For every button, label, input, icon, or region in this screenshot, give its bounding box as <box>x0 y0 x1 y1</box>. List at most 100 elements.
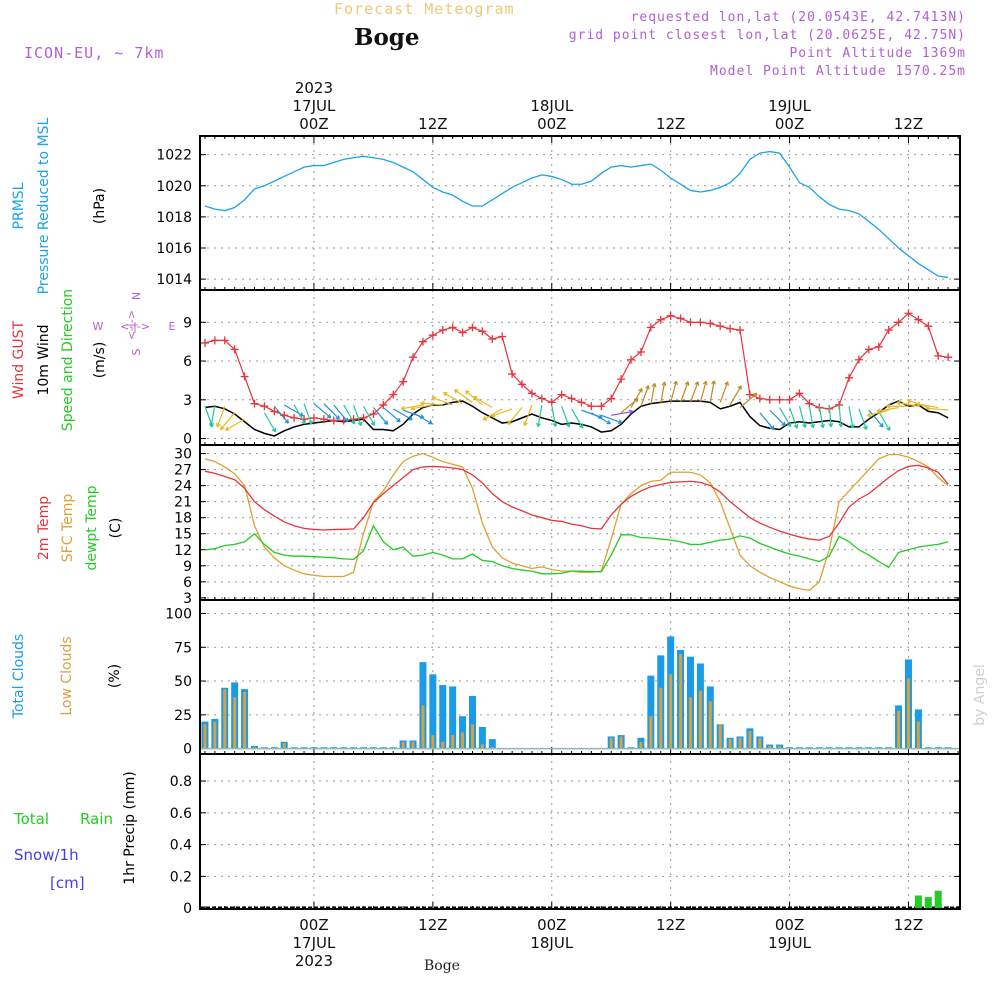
gust-marker <box>785 395 794 404</box>
low-cloud-bar <box>659 687 663 749</box>
gust-marker <box>686 318 695 327</box>
wind-direction-arrow <box>551 404 558 427</box>
gust-marker <box>240 372 249 381</box>
temp-axis-label: (C) <box>108 518 124 539</box>
gust-marker <box>894 318 903 327</box>
total-cloud-bar <box>647 675 655 749</box>
wind-direction-arrow <box>670 380 678 403</box>
pressure-line <box>204 150 949 279</box>
low-cloud-bar <box>441 741 445 749</box>
gust-marker <box>409 353 418 362</box>
wind-direction-arrow <box>343 404 356 425</box>
gust-marker <box>736 326 745 335</box>
gust-marker <box>418 337 427 346</box>
gust-marker <box>716 322 725 331</box>
clouds-axis-label: Total Clouds <box>11 634 27 719</box>
gust-marker <box>587 402 596 411</box>
wind-direction-arrow <box>808 406 816 429</box>
wind-direction-arrow <box>561 406 571 428</box>
gust-marker <box>636 348 645 356</box>
gust-marker <box>478 327 487 336</box>
gust-marker <box>874 342 883 351</box>
gust-marker <box>518 380 527 389</box>
y-tick-label: 9 <box>183 315 192 331</box>
low-cloud-bar <box>431 735 435 749</box>
gust-marker <box>369 410 378 418</box>
low-cloud-bar <box>243 691 247 749</box>
wind-direction-arrow <box>591 412 611 425</box>
precip-legend-rain: Rain <box>80 810 113 828</box>
low-cloud-bar <box>421 705 425 749</box>
wind-axis-label: Speed and Direction <box>60 289 76 431</box>
compass-east: E <box>169 320 176 333</box>
time-label-bottom: 00Z <box>299 916 328 934</box>
compass-south: S <box>130 348 143 355</box>
y-tick-label: 12 <box>174 543 192 559</box>
time-label-bottom: 17JUL <box>293 934 336 952</box>
gust-marker <box>210 336 219 345</box>
point-altitude: Point Altitude 1369m <box>789 46 966 61</box>
wind-direction-arrow <box>263 412 277 433</box>
wind-direction-arrow <box>611 409 634 416</box>
low-cloud-bar <box>470 724 474 749</box>
y-tick-label: 0 <box>183 742 192 758</box>
wind-direction-arrow <box>699 380 708 403</box>
clouds-axis-label: (%) <box>107 664 123 688</box>
wind-direction-arrow <box>303 403 313 425</box>
gust-marker <box>924 322 933 331</box>
total-cloud-bar <box>488 739 496 749</box>
gust-marker <box>329 416 338 425</box>
wind-direction-arrow <box>729 385 742 406</box>
low-cloud-bar <box>649 716 653 749</box>
time-label-bottom: 12Z <box>418 916 447 934</box>
gust-marker <box>319 415 328 424</box>
low-cloud-bar <box>223 689 227 749</box>
wind-direction-arrow <box>216 406 226 428</box>
wind-direction-arrow <box>916 401 939 409</box>
time-label-top: 2023 <box>295 79 333 97</box>
temp-2m-line <box>204 464 949 541</box>
gust-marker <box>290 413 299 422</box>
gust-marker <box>745 390 754 399</box>
time-label-bottom: 18JUL <box>530 934 573 952</box>
wind-direction-arrow <box>472 395 493 409</box>
gust-marker <box>845 373 854 382</box>
low-cloud-bar <box>401 741 405 749</box>
time-label-top: 00Z <box>537 115 566 133</box>
gust-marker <box>577 398 586 407</box>
gust-marker <box>864 345 873 354</box>
wind-direction-arrow <box>828 404 834 428</box>
rain-bar <box>924 897 932 909</box>
wind-direction-arrow <box>372 407 389 425</box>
wind-direction-arrow <box>353 404 363 427</box>
location-title: Boge <box>354 24 420 51</box>
y-tick-label: 3 <box>183 393 192 409</box>
temp-axis-label: dewpt Temp <box>84 485 100 570</box>
gust-marker <box>854 355 863 364</box>
gust-marker <box>795 389 804 398</box>
y-tick-label: 0 <box>183 432 192 448</box>
wind-direction-arrow <box>362 405 376 426</box>
gust-marker <box>706 319 715 328</box>
time-label-top: 18JUL <box>530 97 573 115</box>
watermark: by Angel <box>972 664 988 725</box>
precip-legend-snow: Snow/1h <box>14 846 79 864</box>
gust-marker <box>250 399 259 408</box>
time-label-top: 00Z <box>299 115 328 133</box>
low-cloud-bar <box>411 741 415 749</box>
low-cloud-bar <box>897 710 901 749</box>
wind-direction-arrow <box>689 381 700 403</box>
low-cloud-bar <box>480 744 484 749</box>
y-tick-label: 15 <box>174 527 192 543</box>
wind-direction-arrow <box>392 408 413 421</box>
wind-direction-arrow <box>925 406 949 411</box>
sfc-temp-line <box>204 452 949 592</box>
total-cloud-bar <box>468 695 476 749</box>
wind-direction-arrow <box>293 404 306 425</box>
gust-marker <box>508 369 517 378</box>
gust-marker <box>200 338 209 347</box>
footer-location: Boge <box>424 958 460 974</box>
low-cloud-bar <box>728 739 732 749</box>
gust-marker <box>270 407 279 416</box>
low-cloud-bar <box>679 654 683 749</box>
